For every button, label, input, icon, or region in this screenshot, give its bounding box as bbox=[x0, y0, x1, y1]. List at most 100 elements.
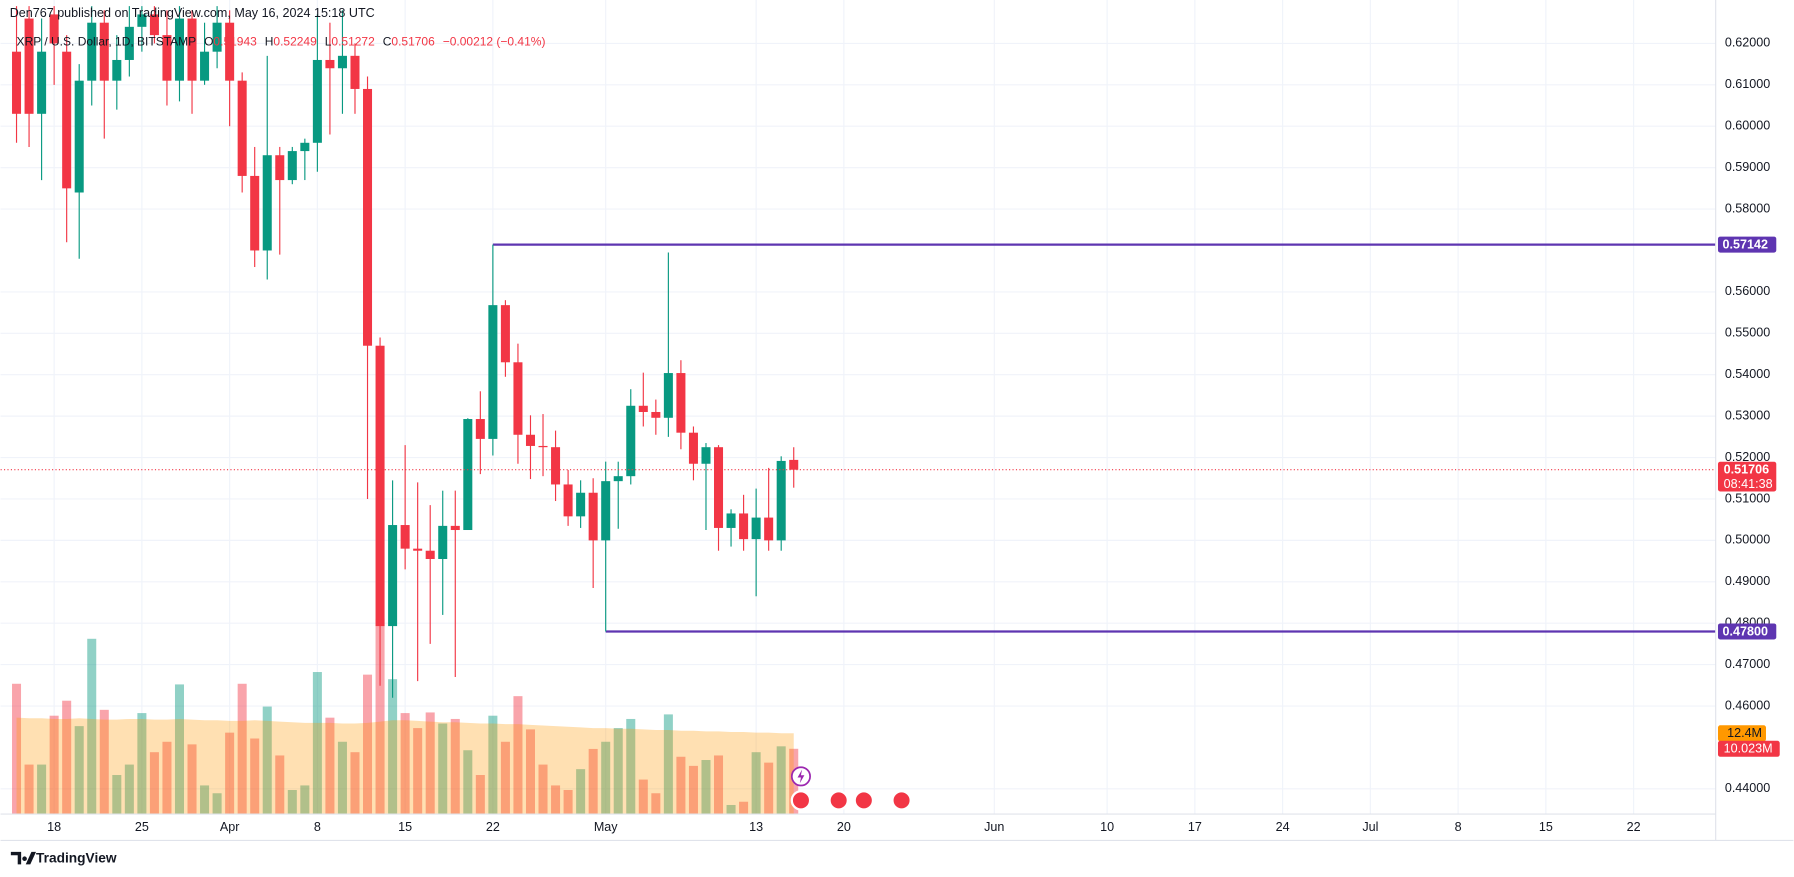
volume-bar bbox=[375, 618, 385, 815]
y-tick-label: 0.52000 bbox=[1725, 450, 1770, 464]
candle-body bbox=[413, 548, 423, 551]
volume-bar bbox=[149, 752, 159, 815]
volume-bar bbox=[112, 775, 122, 815]
volume-bar bbox=[325, 717, 335, 815]
volume-bar bbox=[475, 775, 485, 815]
change: −0.00212 (−0.41%) bbox=[443, 34, 546, 48]
candle-body bbox=[37, 51, 47, 114]
candle-body bbox=[789, 459, 799, 470]
y-tick-label: 0.62000 bbox=[1725, 36, 1770, 50]
event-icon[interactable] bbox=[790, 790, 812, 811]
candle-body bbox=[538, 445, 548, 448]
volume-bar bbox=[764, 762, 774, 815]
y-tick-label: 0.54000 bbox=[1725, 367, 1770, 381]
volume-bar bbox=[438, 723, 448, 815]
candle-body bbox=[312, 59, 322, 143]
high-value: 0.52249 bbox=[273, 34, 317, 48]
volume-bar bbox=[137, 713, 147, 815]
plot-area bbox=[0, 6, 1716, 815]
volume-bar bbox=[588, 748, 598, 815]
level-label: 0.47800 bbox=[1723, 624, 1768, 638]
volume-bar bbox=[613, 728, 623, 815]
candle-body bbox=[576, 492, 586, 517]
candle-body bbox=[601, 481, 611, 541]
volume-bar bbox=[425, 712, 435, 815]
axes: 0.62000 0.61000 0.60000 0.59000 0.58000 0.560… bbox=[47, 36, 1780, 834]
candle-body bbox=[300, 142, 310, 152]
y-tick-label: 0.44000 bbox=[1725, 781, 1770, 795]
volume-bar bbox=[262, 706, 272, 815]
footer-brand: TradingView bbox=[36, 850, 117, 865]
candle-body bbox=[200, 51, 210, 81]
candle-body bbox=[588, 492, 598, 541]
x-tick-label: 13 bbox=[749, 820, 763, 834]
header: Den767 published on TradingView.com, May… bbox=[10, 6, 375, 20]
x-tick-label: 25 bbox=[135, 820, 149, 834]
low-label: L bbox=[325, 34, 332, 48]
event-icon[interactable] bbox=[891, 790, 912, 811]
volume-bar bbox=[200, 785, 210, 815]
volume-bar bbox=[237, 683, 247, 815]
volume-bar bbox=[488, 715, 498, 815]
volume-bar bbox=[601, 741, 611, 815]
candle-body bbox=[701, 447, 711, 464]
x-tick-label: 8 bbox=[314, 820, 321, 834]
x-tick-label: 8 bbox=[1455, 820, 1462, 834]
volume-bar bbox=[24, 764, 34, 815]
volume-bar bbox=[187, 744, 197, 815]
x-tick-label: 22 bbox=[1627, 820, 1641, 834]
candle-body bbox=[688, 432, 698, 464]
candle-body bbox=[287, 151, 297, 181]
candle-body bbox=[400, 525, 410, 549]
volume-bar bbox=[663, 714, 673, 815]
volume-bar bbox=[525, 729, 535, 815]
y-tick-label: 0.58000 bbox=[1725, 201, 1770, 215]
volume-bar bbox=[638, 779, 648, 815]
logo-mark bbox=[10, 851, 37, 865]
volume-bar bbox=[450, 718, 460, 815]
y-tick-label: 0.53000 bbox=[1725, 408, 1770, 422]
volume-bar bbox=[500, 741, 510, 815]
candle-body bbox=[262, 155, 272, 251]
event-icon[interactable] bbox=[828, 790, 849, 811]
volume-bar bbox=[287, 789, 297, 815]
candle-body bbox=[726, 513, 736, 528]
candle-body bbox=[212, 22, 222, 52]
volume-bar bbox=[312, 672, 322, 815]
volume-ma-label: 12.4M bbox=[1727, 726, 1762, 740]
candle-body bbox=[112, 59, 122, 81]
x-tick-label: May bbox=[594, 820, 618, 834]
volume-bar bbox=[174, 684, 185, 815]
candle-body bbox=[49, 14, 59, 44]
candle-body bbox=[739, 513, 749, 540]
volume-bar bbox=[337, 741, 347, 815]
candle-body bbox=[363, 88, 373, 346]
level-label-box bbox=[1717, 236, 1777, 253]
candle-body bbox=[525, 434, 535, 446]
volume-bar bbox=[563, 789, 573, 815]
candle-body bbox=[751, 517, 761, 540]
event-icon[interactable] bbox=[853, 790, 875, 811]
y-tick-label: 0.46000 bbox=[1725, 698, 1770, 712]
volume-bar bbox=[714, 755, 724, 815]
candle-body bbox=[275, 155, 285, 181]
y-tick-label: 0.51000 bbox=[1725, 491, 1770, 505]
volume-bar bbox=[413, 728, 423, 815]
grid bbox=[0, 0, 1716, 815]
last-price-box bbox=[1717, 461, 1777, 492]
y-tick-label: 0.49000 bbox=[1725, 574, 1770, 588]
volume-bar bbox=[363, 674, 373, 815]
volume-bar bbox=[726, 804, 736, 815]
countdown: 08:41:38 bbox=[1724, 477, 1773, 491]
candle-body bbox=[388, 525, 398, 627]
candle-body bbox=[162, 35, 172, 81]
legend: XRP / U.S. Dollar, 1D, BITSTAMP O0.51943… bbox=[17, 34, 546, 48]
close-value: 0.51706 bbox=[391, 34, 435, 48]
volume-bar bbox=[350, 752, 360, 815]
candle-body bbox=[714, 447, 724, 528]
volume-bar bbox=[626, 718, 636, 815]
candle-body bbox=[350, 55, 360, 89]
candle-body bbox=[375, 345, 385, 627]
volume-bar bbox=[62, 700, 72, 815]
